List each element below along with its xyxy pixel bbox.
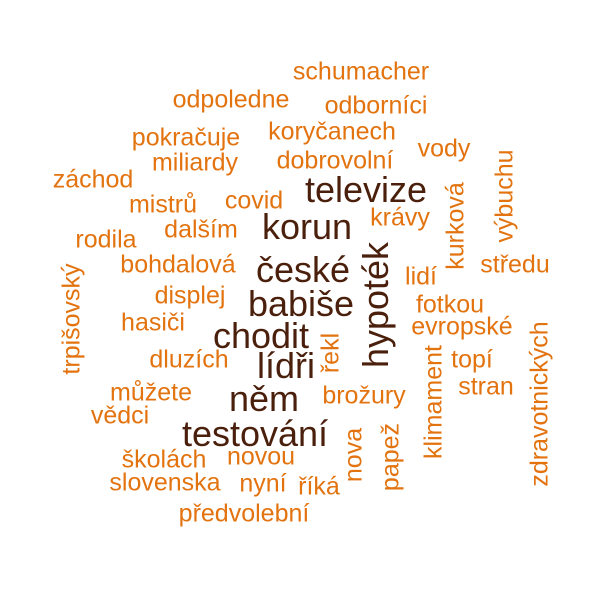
word: záchod bbox=[52, 165, 134, 194]
word: fotkou bbox=[415, 290, 485, 319]
word: trpišovský bbox=[57, 263, 86, 375]
word: české bbox=[255, 249, 351, 290]
word: papež bbox=[376, 422, 405, 492]
word: vědci bbox=[90, 401, 150, 430]
word: novou bbox=[226, 442, 296, 471]
word: stran bbox=[458, 372, 514, 401]
word: mistrů bbox=[128, 190, 198, 219]
word: lídři bbox=[256, 345, 316, 386]
word: hasiči bbox=[121, 308, 185, 337]
word: pokračuje bbox=[131, 123, 241, 152]
word: řekl bbox=[316, 332, 345, 374]
word: brožury bbox=[322, 381, 406, 410]
word: předvolební bbox=[178, 499, 310, 528]
word: topí bbox=[451, 345, 493, 374]
word: můžete bbox=[110, 378, 192, 407]
word: vody bbox=[417, 134, 471, 163]
word: slovenska bbox=[109, 468, 221, 497]
word: dluzích bbox=[149, 345, 229, 374]
word: evropské bbox=[411, 312, 513, 341]
word: hypoték bbox=[355, 241, 396, 369]
word: něm bbox=[228, 378, 300, 419]
word: klimament bbox=[419, 345, 448, 459]
word: nova bbox=[339, 427, 368, 483]
word: rodila bbox=[75, 225, 137, 254]
word: zdravotnických bbox=[525, 321, 554, 487]
word: říká bbox=[298, 472, 340, 501]
word: nyní bbox=[239, 469, 287, 498]
word: středu bbox=[480, 250, 550, 279]
word: dalším bbox=[164, 215, 238, 244]
word: covid bbox=[224, 186, 284, 215]
word: školách bbox=[121, 445, 207, 474]
word: testování bbox=[181, 413, 329, 454]
word: televize bbox=[304, 169, 428, 210]
word: displej bbox=[154, 281, 226, 310]
word: krávy bbox=[370, 203, 430, 232]
word: koryčanech bbox=[268, 117, 396, 146]
word: kurková bbox=[441, 182, 470, 270]
word: lidí bbox=[405, 262, 437, 291]
word: výbuchu bbox=[490, 149, 519, 243]
word: korun bbox=[261, 206, 353, 247]
word: babiše bbox=[247, 283, 355, 324]
word: chodit bbox=[212, 315, 310, 356]
word: bohdalová bbox=[120, 250, 236, 279]
word: odpoledne bbox=[172, 85, 290, 114]
word: schumacher bbox=[292, 57, 430, 86]
word: miliardy bbox=[151, 148, 239, 177]
word: odborníci bbox=[324, 91, 428, 120]
word: dobrovolní bbox=[276, 146, 394, 175]
